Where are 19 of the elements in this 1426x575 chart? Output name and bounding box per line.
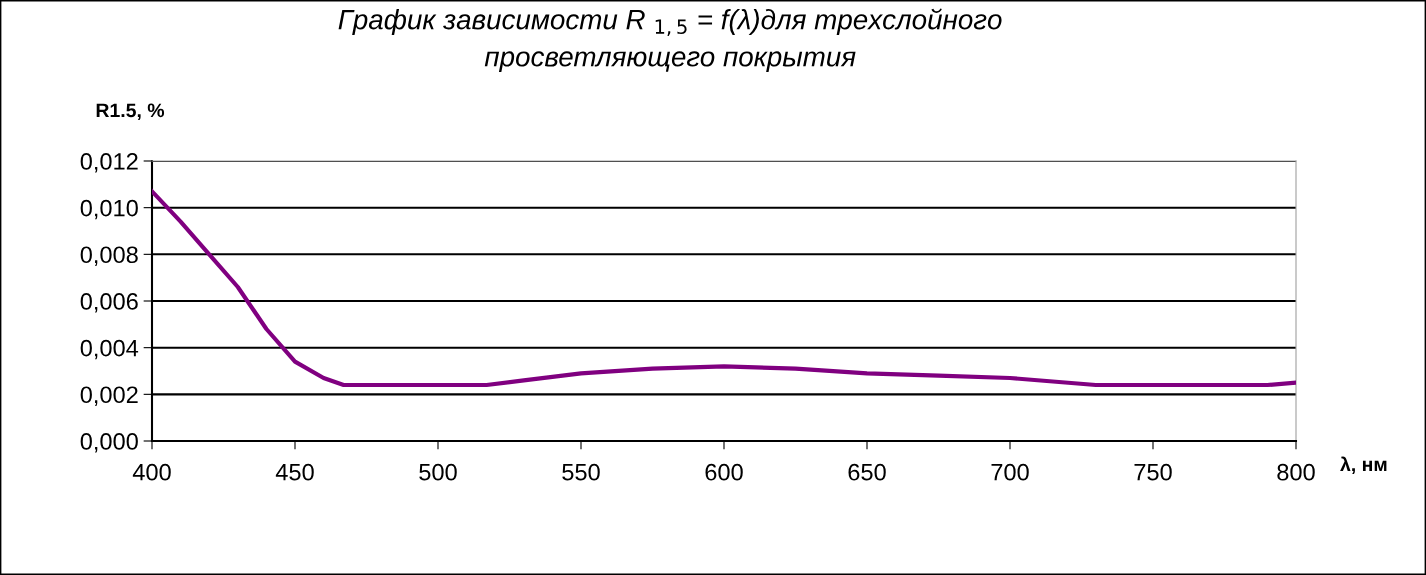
y-tick-label: 0,012 (80, 153, 138, 173)
y-tick-label: 0,002 (80, 386, 138, 406)
y-tick-label: 0,010 (80, 199, 138, 220)
x-tick-label: 650 (848, 463, 886, 481)
y-tick-label: 0,008 (80, 246, 138, 266)
y-tick-label: 0,006 (80, 293, 138, 313)
x-tick-label: 500 (419, 463, 457, 481)
y-axis-title: R1.5, % (96, 103, 165, 121)
x-tick-label: 400 (132, 463, 171, 481)
x-tick-label: 600 (705, 463, 743, 481)
x-tick-label: 750 (1134, 463, 1172, 481)
y-tick-label: 0,000 (80, 433, 138, 453)
x-tick-label: 450 (275, 463, 314, 481)
x-axis-title: λ, нм (1340, 456, 1387, 475)
x-tick-label: 800 (1277, 463, 1315, 481)
x-tick-label: 700 (991, 463, 1029, 481)
x-tick-label: 550 (562, 463, 600, 481)
chart-title: График зависимости R $_{1,5}$ = f(λ)для трехслойного просветляющего покрытия (338, 8, 1002, 73)
y-tick-label: 0,004 (80, 339, 139, 360)
